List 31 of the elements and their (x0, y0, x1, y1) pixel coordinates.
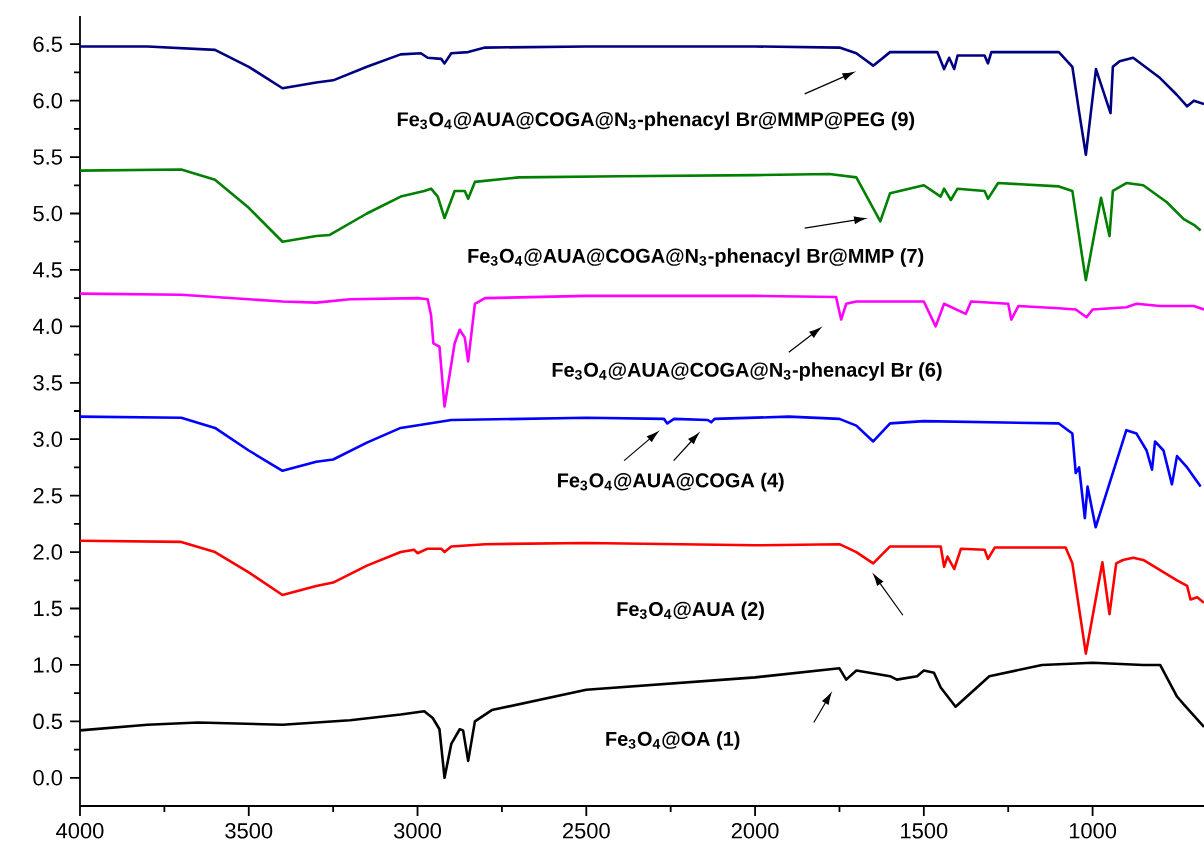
y-tick-label: 6.5 (33, 36, 62, 52)
y-tick-label: 3.0 (33, 431, 63, 447)
line-series (78, 539, 1204, 655)
y-tick-label: 1.0 (34, 657, 63, 673)
y-tick-label: 2.5 (33, 487, 62, 504)
y-tick-label: 4.5 (32, 262, 62, 278)
x-tick-label: 2500 (563, 823, 610, 839)
annotation: Fe$_{3}$O$_{4}$@OA (1) (606, 731, 740, 750)
y-tick-label: 0.5 (33, 713, 62, 730)
line-series (78, 168, 1202, 282)
annotation: Fe$_{3}$O$_{4}$@AUA@COGA@N$_{3}$-phenacyl Br@MMP@PEG (9) (397, 111, 915, 131)
y-tick-label: 5.0 (33, 205, 63, 222)
y-tick-label: 4.0 (32, 318, 63, 335)
x-tick-label: 1500 (901, 823, 948, 839)
x-tick-label: 4000 (56, 823, 104, 839)
y-tick-label: 0.0 (33, 770, 63, 786)
annotation: Fe$_{3}$O$_{4}$@AUA (2) (617, 601, 764, 621)
y-tick-label: 1.5 (34, 600, 62, 617)
line-series (78, 415, 1202, 529)
y-tick-label: 3.5 (33, 375, 62, 391)
annotation: Fe$_{3}$O$_{4}$@AUA@COGA@N$_{3}$-phenacyl Br (6) (552, 362, 942, 381)
x-tick-label: 2000 (731, 823, 779, 839)
annotation: Fe$_{3}$O$_{4}$@AUA@COGA@N$_{3}$-phenacyl Br@MMP (7) (468, 248, 924, 267)
x-tick-label: 1000 (1069, 823, 1117, 839)
y-tick-label: 5.5 (33, 149, 62, 165)
x-tick-label: 3000 (393, 823, 442, 839)
y-tick-label: 6.0 (33, 92, 63, 109)
x-tick-label: 3500 (225, 823, 273, 839)
y-tick-label: 2.0 (33, 544, 63, 560)
line-series (78, 45, 1204, 157)
annotation: Fe$_{3}$O$_{4}$@AUA@COGA (4) (558, 472, 784, 492)
